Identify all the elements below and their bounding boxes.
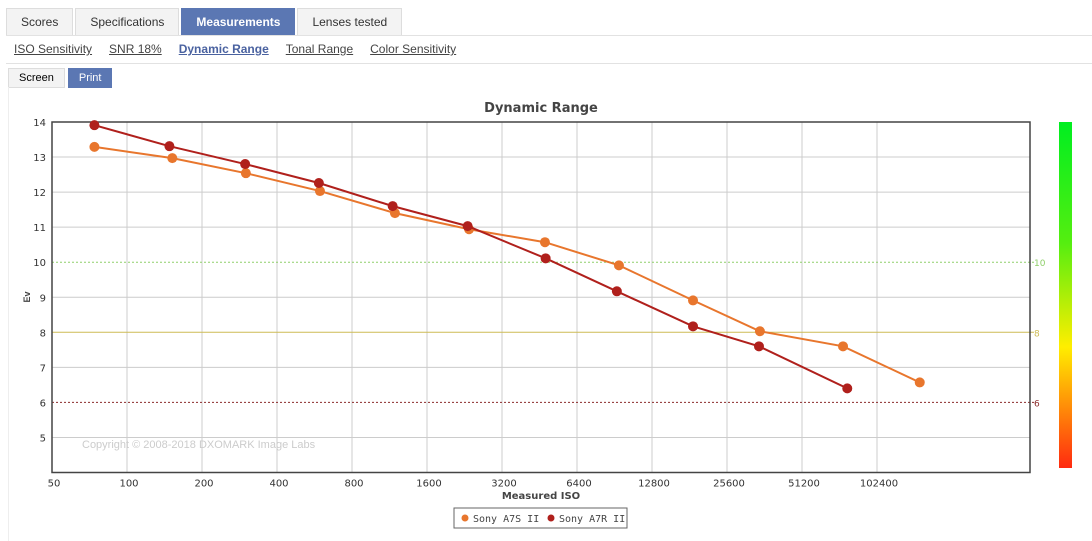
x-tick-label: 102400 — [860, 479, 898, 490]
tab-measurements[interactable]: Measurements — [181, 8, 296, 36]
x-tick-label: 1600 — [416, 479, 441, 490]
divider — [6, 63, 1092, 64]
reference-line-label: 8 — [1034, 329, 1040, 339]
data-point — [89, 120, 100, 131]
data-point — [540, 253, 551, 264]
data-point — [164, 141, 175, 152]
reference-line-label: 6 — [1034, 399, 1040, 409]
subtab-iso-sensitivity[interactable]: ISO Sensitivity — [14, 42, 93, 56]
data-point — [539, 237, 550, 248]
main-tabs: Scores Specifications Measurements Lense… — [6, 8, 403, 36]
legend-label: Sony A7S II — [473, 514, 539, 525]
y-tick-label: 7 — [40, 363, 46, 374]
tab-scores[interactable]: Scores — [6, 8, 74, 36]
y-tick-label: 8 — [40, 328, 46, 339]
data-point — [838, 341, 849, 352]
data-point — [613, 260, 624, 271]
y-axis-label: Ev — [22, 291, 32, 302]
y-tick-label: 11 — [33, 223, 46, 234]
divider — [6, 35, 1092, 36]
screen-button[interactable]: Screen — [8, 68, 65, 88]
chart-panel — [8, 87, 1092, 541]
color-scale-bar — [1059, 122, 1072, 468]
x-tick-label: 800 — [344, 479, 363, 490]
subtab-dynamic-range[interactable]: Dynamic Range — [178, 42, 269, 56]
legend-marker — [461, 514, 469, 522]
y-tick-label: 5 — [40, 433, 46, 444]
y-tick-label: 13 — [33, 153, 46, 164]
y-tick-label: 14 — [33, 118, 46, 129]
data-point — [754, 326, 765, 337]
series-line — [94, 145, 921, 384]
measurement-subtabs: ISO Sensitivity SNR 18% Dynamic Range To… — [14, 42, 456, 56]
data-point — [688, 295, 699, 306]
chart-title: Dynamic Range — [484, 101, 598, 116]
data-point — [314, 186, 325, 197]
data-point — [89, 141, 100, 152]
data-point — [462, 221, 473, 232]
tab-lenses-tested[interactable]: Lenses tested — [297, 8, 403, 36]
tab-specifications[interactable]: Specifications — [75, 8, 180, 36]
print-button[interactable]: Print — [67, 68, 113, 88]
x-tick-label: 25600 — [713, 479, 745, 490]
x-tick-label: 100 — [119, 479, 138, 490]
data-point — [313, 177, 324, 188]
y-tick-label: 6 — [40, 398, 46, 409]
x-tick-label: 50 — [48, 479, 61, 490]
y-tick-label: 10 — [33, 258, 46, 269]
x-tick-label: 12800 — [638, 479, 670, 490]
data-point — [688, 321, 699, 332]
subtab-color-sensitivity[interactable]: Color Sensitivity — [370, 42, 457, 56]
x-tick-label: 6400 — [566, 479, 591, 490]
data-point — [387, 201, 398, 212]
data-point — [611, 286, 622, 297]
data-point — [842, 383, 853, 394]
y-tick-label: 9 — [40, 293, 46, 304]
x-tick-label: 400 — [269, 479, 288, 490]
y-tick-label: 12 — [33, 188, 46, 199]
plot-frame — [51, 121, 1031, 474]
x-tick-label: 51200 — [788, 479, 820, 490]
watermark: Copyright © 2008-2018 DXOMARK Image Labs — [82, 439, 316, 451]
legend-box — [453, 507, 628, 529]
data-point — [240, 168, 251, 179]
subtab-snr-18[interactable]: SNR 18% — [109, 42, 162, 56]
legend-marker — [547, 514, 555, 522]
data-point — [914, 377, 925, 388]
data-point — [240, 159, 251, 170]
view-mode-toggle: Screen Print — [8, 68, 113, 88]
data-point — [753, 341, 764, 352]
subtab-tonal-range[interactable]: Tonal Range — [285, 42, 354, 56]
x-tick-label: 3200 — [491, 479, 516, 490]
reference-line-label: 10 — [1034, 259, 1046, 269]
x-axis-label: Measured ISO — [502, 491, 580, 502]
x-tick-label: 200 — [194, 479, 213, 490]
legend-label: Sony A7R II — [559, 514, 625, 525]
data-point — [167, 153, 178, 164]
